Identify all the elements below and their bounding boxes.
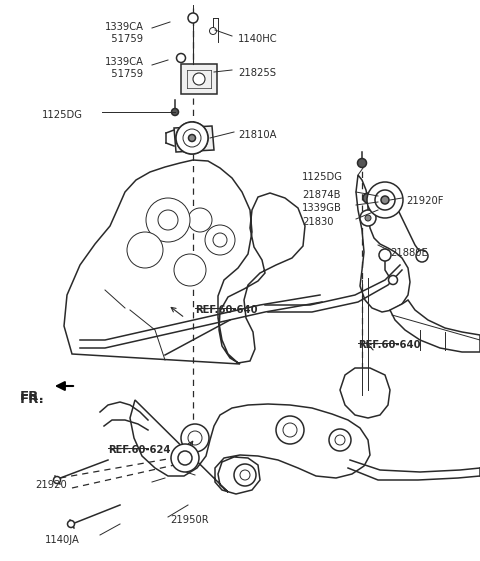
Circle shape	[146, 198, 190, 242]
Text: REF.60-624: REF.60-624	[108, 445, 170, 455]
Polygon shape	[340, 368, 390, 418]
Circle shape	[379, 249, 391, 261]
Polygon shape	[181, 64, 217, 94]
Circle shape	[174, 254, 206, 286]
Circle shape	[360, 210, 376, 226]
Circle shape	[177, 53, 185, 62]
Text: 1125DG: 1125DG	[302, 172, 343, 182]
Circle shape	[209, 27, 216, 34]
Circle shape	[193, 73, 205, 85]
Circle shape	[329, 429, 351, 451]
Text: 21950R: 21950R	[170, 515, 209, 525]
Circle shape	[358, 159, 367, 168]
Polygon shape	[130, 400, 370, 494]
Circle shape	[240, 470, 250, 480]
Text: 1140HC: 1140HC	[238, 34, 277, 44]
Text: 21880E: 21880E	[390, 248, 428, 258]
Text: 21920: 21920	[35, 480, 67, 490]
Circle shape	[183, 129, 201, 147]
Circle shape	[171, 444, 199, 472]
Circle shape	[213, 233, 227, 247]
Circle shape	[178, 451, 192, 465]
Text: 1125DG: 1125DG	[42, 110, 83, 120]
Circle shape	[188, 431, 202, 445]
Text: 21874B: 21874B	[302, 190, 340, 200]
Text: REF.60-640: REF.60-640	[358, 340, 420, 350]
Polygon shape	[64, 160, 305, 364]
Circle shape	[171, 108, 179, 116]
Text: 1339CA
  51759: 1339CA 51759	[105, 22, 144, 44]
Polygon shape	[174, 126, 214, 152]
Circle shape	[188, 13, 198, 23]
Text: 21825S: 21825S	[238, 68, 276, 78]
Text: 1339CA
  51759: 1339CA 51759	[105, 57, 144, 79]
Circle shape	[189, 135, 195, 141]
Text: FR.: FR.	[20, 393, 45, 406]
Polygon shape	[356, 175, 410, 312]
Text: 21810A: 21810A	[238, 130, 276, 140]
Text: 1339GB: 1339GB	[302, 203, 342, 213]
Circle shape	[68, 521, 74, 527]
Circle shape	[189, 135, 195, 141]
Circle shape	[234, 464, 256, 486]
Circle shape	[176, 122, 208, 154]
Circle shape	[127, 232, 163, 268]
Circle shape	[367, 182, 403, 218]
Circle shape	[365, 215, 371, 221]
Circle shape	[158, 210, 178, 230]
Polygon shape	[390, 300, 480, 352]
Circle shape	[363, 193, 373, 203]
Circle shape	[375, 190, 395, 210]
Text: 21830: 21830	[302, 217, 334, 227]
Circle shape	[388, 275, 397, 284]
Circle shape	[188, 208, 212, 232]
Circle shape	[176, 122, 208, 154]
Text: 1140JA: 1140JA	[45, 535, 80, 545]
Text: 21920F: 21920F	[406, 196, 444, 206]
Circle shape	[183, 129, 201, 147]
Circle shape	[416, 250, 428, 262]
Circle shape	[205, 225, 235, 255]
Text: REF.60-640: REF.60-640	[195, 305, 257, 315]
Circle shape	[283, 423, 297, 437]
Text: FR.: FR.	[20, 390, 45, 403]
Circle shape	[335, 435, 345, 445]
Circle shape	[276, 416, 304, 444]
Circle shape	[381, 196, 389, 204]
Circle shape	[181, 424, 209, 452]
Circle shape	[53, 476, 60, 484]
